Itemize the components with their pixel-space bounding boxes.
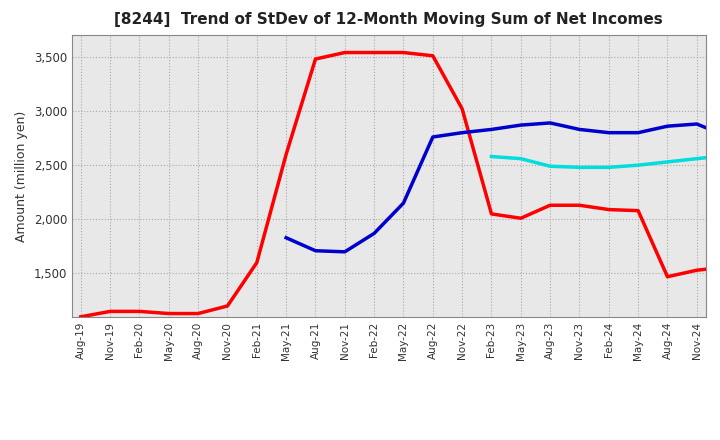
Legend: 3 Years, 5 Years, 7 Years, 10 Years: 3 Years, 5 Years, 7 Years, 10 Years	[179, 434, 598, 440]
Title: [8244]  Trend of StDev of 12-Month Moving Sum of Net Incomes: [8244] Trend of StDev of 12-Month Moving…	[114, 12, 663, 27]
Y-axis label: Amount (million yen): Amount (million yen)	[15, 110, 28, 242]
